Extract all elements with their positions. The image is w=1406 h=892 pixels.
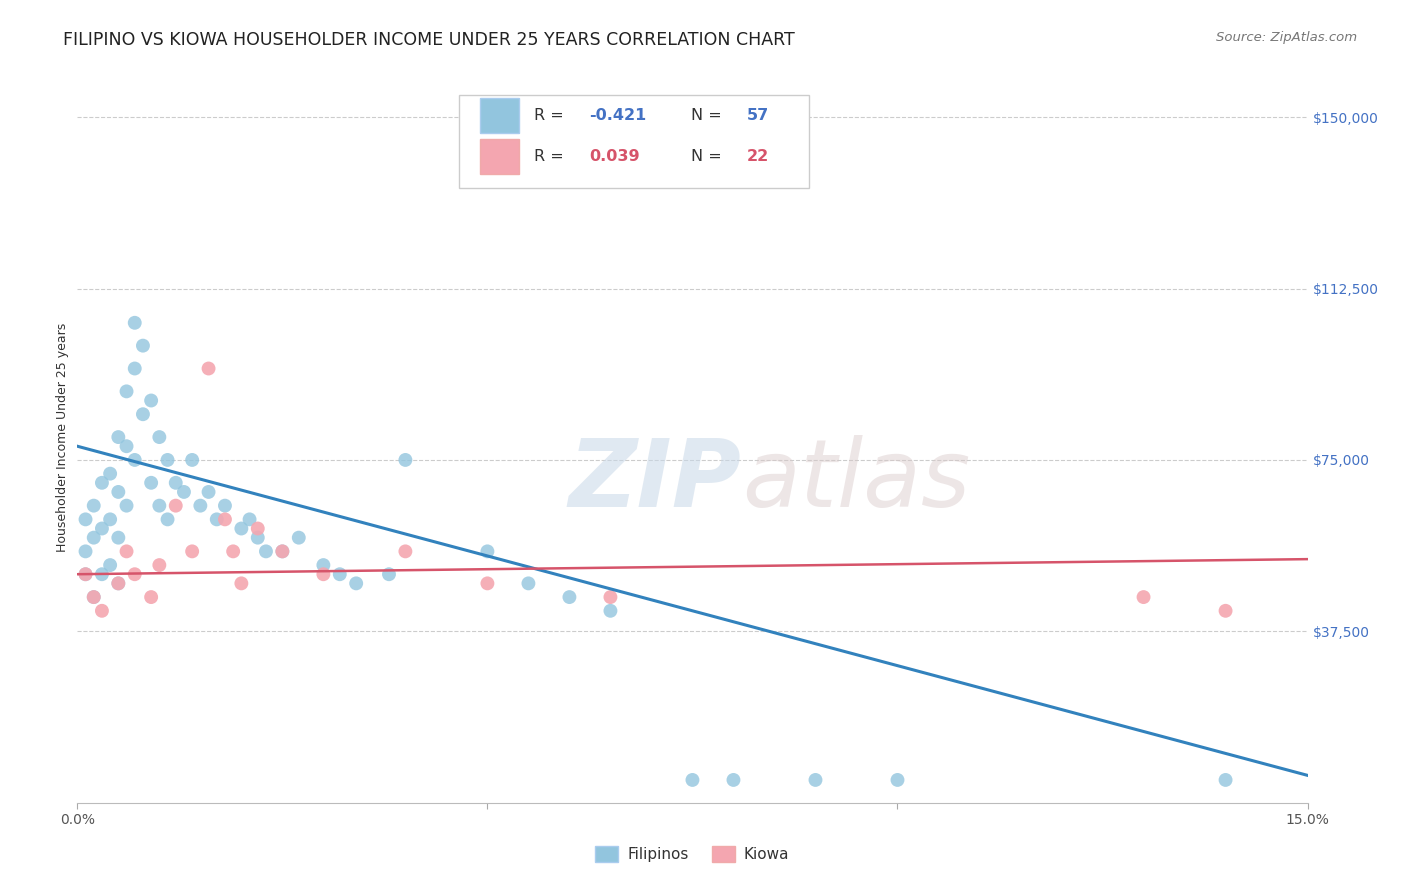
Point xyxy=(124,567,146,582)
Point xyxy=(90,475,114,490)
Text: 22: 22 xyxy=(747,149,769,164)
Y-axis label: Householder Income Under 25 years: Householder Income Under 25 years xyxy=(56,322,69,552)
Text: 0.039: 0.039 xyxy=(589,149,640,164)
Text: FILIPINO VS KIOWA HOUSEHOLDER INCOME UNDER 25 YEARS CORRELATION CHART: FILIPINO VS KIOWA HOUSEHOLDER INCOME UND… xyxy=(63,31,794,49)
Point xyxy=(288,531,311,545)
Point xyxy=(804,772,827,787)
Point xyxy=(231,576,253,591)
Point xyxy=(165,475,187,490)
Point xyxy=(197,484,219,499)
Text: Source: ZipAtlas.com: Source: ZipAtlas.com xyxy=(1216,31,1357,45)
Point xyxy=(75,567,97,582)
Point xyxy=(90,521,114,535)
Point xyxy=(107,484,129,499)
Point xyxy=(1215,772,1237,787)
Point xyxy=(214,512,236,526)
Point xyxy=(107,430,129,444)
Point xyxy=(90,567,114,582)
Point xyxy=(239,512,262,526)
Point xyxy=(115,384,138,399)
Point xyxy=(1215,604,1237,618)
Point xyxy=(75,512,97,526)
Point xyxy=(148,430,170,444)
Point xyxy=(75,567,97,582)
Point xyxy=(115,499,138,513)
Text: atlas: atlas xyxy=(742,435,970,526)
Point xyxy=(271,544,294,558)
Point xyxy=(83,531,105,545)
Point xyxy=(394,544,416,558)
Point xyxy=(181,544,204,558)
Point xyxy=(329,567,352,582)
Point xyxy=(83,590,105,604)
Point xyxy=(148,499,170,513)
Point xyxy=(271,544,294,558)
Point xyxy=(344,576,367,591)
Point xyxy=(886,772,908,787)
Point xyxy=(124,316,146,330)
Point xyxy=(98,558,121,573)
Point xyxy=(312,558,335,573)
Text: R =: R = xyxy=(534,108,568,123)
Legend: Filipinos, Kiowa: Filipinos, Kiowa xyxy=(589,840,796,868)
Point xyxy=(205,512,228,526)
Point xyxy=(98,467,121,481)
Point xyxy=(477,544,499,558)
Point xyxy=(558,590,581,604)
Point xyxy=(477,576,499,591)
FancyBboxPatch shape xyxy=(458,95,810,188)
Point xyxy=(181,453,204,467)
Point xyxy=(132,407,155,421)
Point xyxy=(83,590,105,604)
Point xyxy=(214,499,236,513)
Point xyxy=(682,772,704,787)
Text: ZIP: ZIP xyxy=(569,435,742,527)
Point xyxy=(90,604,114,618)
Point xyxy=(599,590,621,604)
Point xyxy=(394,453,416,467)
Bar xyxy=(479,98,519,133)
Point xyxy=(246,531,269,545)
Point xyxy=(723,772,745,787)
Point xyxy=(75,544,97,558)
Bar xyxy=(479,139,519,174)
Point xyxy=(107,531,129,545)
Text: 57: 57 xyxy=(747,108,769,123)
Point xyxy=(156,512,179,526)
Point xyxy=(107,576,129,591)
Point xyxy=(246,521,269,535)
Point xyxy=(312,567,335,582)
Point xyxy=(173,484,195,499)
Point xyxy=(115,544,138,558)
Point xyxy=(517,576,540,591)
Point xyxy=(378,567,401,582)
Point xyxy=(98,512,121,526)
Point xyxy=(254,544,277,558)
Point xyxy=(148,558,170,573)
Point xyxy=(156,453,179,467)
Point xyxy=(107,576,129,591)
Point xyxy=(141,475,163,490)
Point xyxy=(115,439,138,453)
Point xyxy=(132,338,155,352)
Point xyxy=(197,361,219,376)
Text: -0.421: -0.421 xyxy=(589,108,647,123)
Text: N =: N = xyxy=(692,149,727,164)
Text: N =: N = xyxy=(692,108,727,123)
Point xyxy=(222,544,245,558)
Point xyxy=(599,604,621,618)
Point xyxy=(188,499,212,513)
Text: R =: R = xyxy=(534,149,568,164)
Point xyxy=(83,499,105,513)
Point xyxy=(124,361,146,376)
Point xyxy=(141,590,163,604)
Point xyxy=(124,453,146,467)
Point xyxy=(231,521,253,535)
Point xyxy=(141,393,163,408)
Point xyxy=(1132,590,1154,604)
Point xyxy=(165,499,187,513)
